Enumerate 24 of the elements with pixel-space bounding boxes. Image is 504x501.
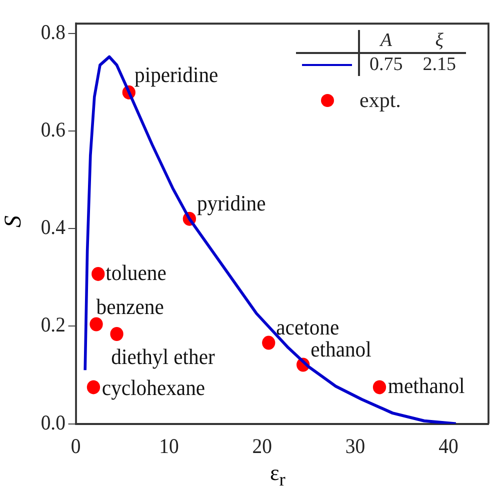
annotation: benzene	[96, 294, 164, 320]
annotation: methanol	[388, 373, 465, 398]
annotation: diethyl ether	[111, 344, 215, 369]
y-tick-label: 0.0	[40, 412, 66, 434]
x-tick-label: 10	[159, 435, 179, 458]
y-tick-label: 0.8	[40, 21, 66, 44]
annotation: cyclohexane	[102, 375, 206, 400]
annotation: ξ	[412, 30, 466, 53]
annotation: 0.75	[368, 53, 404, 76]
x-tick-label: 20	[252, 435, 272, 458]
annotation: pyridine	[196, 191, 266, 216]
annotation: piperidine	[134, 62, 218, 88]
annotation: A	[358, 30, 413, 53]
y-tick-label: 0.2	[40, 314, 66, 337]
x-tick-label: 0	[70, 435, 81, 458]
x-axis-title: ε$_{r}$	[270, 460, 286, 490]
y-tick-label: 0.4	[40, 216, 66, 240]
y-axis-title: S	[0, 216, 28, 228]
x-tick-label: 40	[438, 435, 458, 458]
annotation: 2.15	[422, 53, 457, 76]
annotation: toluene	[106, 260, 166, 285]
x-tick-label: 30	[345, 435, 366, 458]
legend-label: expt.	[360, 88, 401, 113]
y-tick-label: 0.6	[40, 118, 66, 142]
